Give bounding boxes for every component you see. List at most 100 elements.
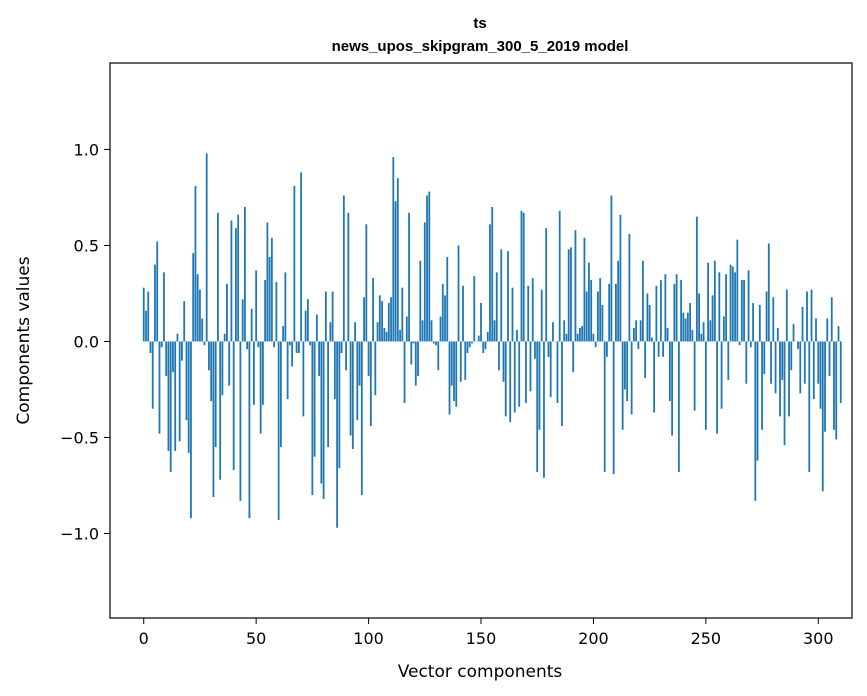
bar-127 bbox=[428, 191, 431, 342]
bar-246 bbox=[695, 216, 698, 342]
bar-218 bbox=[633, 328, 635, 342]
bar-286 bbox=[785, 289, 788, 342]
bar-72 bbox=[304, 310, 307, 342]
bar-308 bbox=[835, 341, 838, 440]
bar-228 bbox=[655, 285, 658, 342]
y-tick-label: 0.0 bbox=[74, 332, 99, 351]
bar-293 bbox=[801, 306, 804, 342]
bar-168 bbox=[520, 210, 523, 342]
bar-182 bbox=[552, 322, 554, 342]
bar-184 bbox=[556, 341, 559, 403]
bar-274 bbox=[758, 304, 761, 342]
bar-185 bbox=[558, 210, 561, 342]
bar-78 bbox=[318, 341, 321, 377]
bar-268 bbox=[745, 341, 748, 384]
bar-302 bbox=[821, 341, 824, 492]
bar-19 bbox=[185, 341, 188, 421]
bar-138 bbox=[453, 341, 455, 401]
bar-234 bbox=[668, 341, 671, 401]
bar-172 bbox=[529, 341, 532, 392]
bar-84 bbox=[331, 291, 334, 342]
bar-15 bbox=[176, 333, 179, 342]
bar-200 bbox=[592, 333, 595, 342]
bar-187 bbox=[563, 320, 566, 342]
bar-111 bbox=[392, 157, 395, 342]
chart-title: ts bbox=[473, 15, 486, 32]
bar-96 bbox=[358, 341, 361, 386]
bar-164 bbox=[511, 287, 514, 342]
bar-61 bbox=[279, 341, 282, 448]
bar-169 bbox=[522, 212, 525, 342]
bar-216 bbox=[628, 233, 631, 342]
bar-100 bbox=[367, 341, 370, 377]
bar-89 bbox=[342, 195, 345, 342]
bar-171 bbox=[527, 285, 530, 342]
bar-213 bbox=[621, 341, 624, 430]
bar-106 bbox=[381, 301, 383, 342]
bar-59 bbox=[275, 281, 278, 342]
bar-109 bbox=[387, 303, 390, 342]
bar-287 bbox=[788, 341, 790, 417]
bar-212 bbox=[619, 214, 622, 342]
bar-177 bbox=[540, 289, 543, 342]
bar-230 bbox=[659, 280, 662, 342]
bar-235 bbox=[671, 341, 674, 436]
x-tick-label: 300 bbox=[803, 629, 834, 648]
bar-34 bbox=[219, 341, 222, 480]
bar-267 bbox=[743, 280, 745, 342]
bar-209 bbox=[612, 341, 615, 474]
bar-222 bbox=[641, 260, 644, 342]
bar-137 bbox=[450, 341, 453, 386]
bar-223 bbox=[644, 341, 647, 378]
bar-8 bbox=[160, 341, 163, 348]
bar-300 bbox=[817, 341, 820, 384]
bar-264 bbox=[736, 239, 739, 342]
bar-250 bbox=[704, 341, 707, 430]
bar-123 bbox=[419, 260, 422, 342]
bar-261 bbox=[729, 264, 732, 342]
bar-253 bbox=[711, 295, 714, 342]
bar-60 bbox=[277, 341, 280, 521]
bar-270 bbox=[749, 341, 752, 348]
bar-188 bbox=[565, 333, 568, 342]
bar-64 bbox=[286, 341, 289, 400]
bar-92 bbox=[349, 341, 352, 436]
bar-94 bbox=[354, 322, 356, 342]
bar-45 bbox=[244, 207, 246, 342]
x-axis-label: Vector components bbox=[398, 662, 563, 682]
bar-30 bbox=[210, 341, 213, 401]
bar-37 bbox=[226, 283, 228, 342]
bar-57 bbox=[270, 237, 273, 342]
bar-258 bbox=[722, 316, 725, 342]
bar-110 bbox=[390, 297, 392, 342]
bar-16 bbox=[178, 341, 181, 442]
bar-83 bbox=[329, 322, 332, 342]
bar-49 bbox=[253, 341, 255, 405]
bar-46 bbox=[246, 341, 249, 350]
x-tick-label: 100 bbox=[353, 629, 384, 648]
bar-227 bbox=[653, 341, 656, 413]
bar-170 bbox=[525, 341, 527, 403]
bar-211 bbox=[617, 260, 620, 342]
bar-309 bbox=[837, 326, 840, 342]
bar-86 bbox=[336, 341, 338, 528]
y-tick-label: 0.5 bbox=[74, 236, 99, 255]
bar-173 bbox=[531, 278, 534, 342]
bar-271 bbox=[752, 303, 754, 342]
bar-51 bbox=[257, 341, 260, 348]
bar-104 bbox=[376, 322, 379, 342]
bar-10 bbox=[165, 341, 168, 377]
bar-197 bbox=[585, 291, 588, 342]
bar-255 bbox=[716, 341, 718, 434]
bar-156 bbox=[493, 320, 496, 342]
bar-226 bbox=[650, 337, 653, 342]
bar-291 bbox=[797, 341, 799, 350]
bar-76 bbox=[313, 341, 316, 457]
bar-99 bbox=[365, 224, 368, 342]
bar-129 bbox=[432, 341, 435, 344]
bar-38 bbox=[228, 341, 231, 386]
bar-150 bbox=[480, 303, 482, 342]
bar-243 bbox=[689, 303, 692, 342]
bar-13 bbox=[172, 341, 174, 373]
bar-285 bbox=[783, 341, 786, 446]
